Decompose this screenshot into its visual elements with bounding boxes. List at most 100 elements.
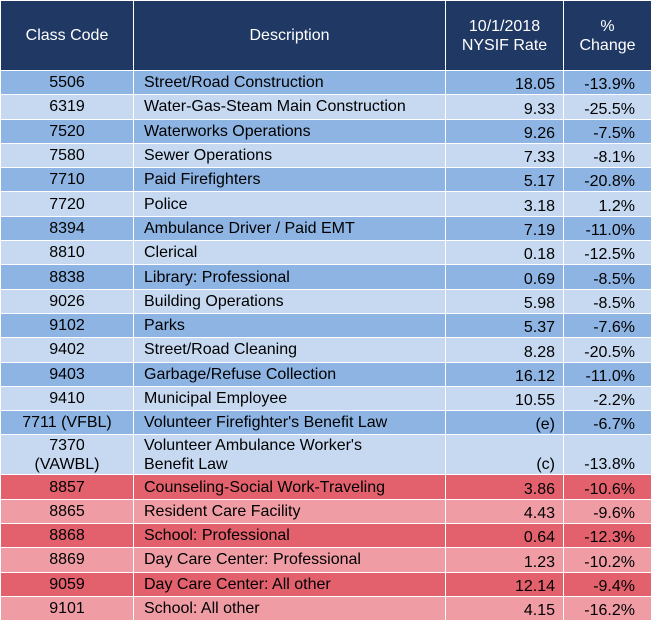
- class-code: 8394: [0, 215, 134, 242]
- percent-change: -2.2%: [563, 385, 651, 412]
- class-code: 9403: [0, 361, 134, 387]
- description: Garbage/Refuse Collection: [133, 361, 446, 387]
- description: Municipal Employee: [133, 385, 446, 412]
- class-code: 7711 (VFBL): [0, 410, 134, 436]
- table-row: 9026 Building Operations 5.98 -8.5%: [0, 288, 651, 314]
- rate: 16.12: [445, 361, 564, 387]
- table-row: 8868 School: Professional 0.64 -12.3%: [0, 523, 651, 549]
- percent-change: -7.5%: [563, 118, 651, 144]
- rate: 7.19: [445, 215, 564, 242]
- table-row: 7520 Waterworks Operations 9.26 -7.5%: [0, 118, 651, 144]
- table-row: 7720 Police 3.18 1.2%: [0, 191, 651, 217]
- table-row: 8857 Counseling-Social Work-Traveling 3.86…: [0, 474, 651, 500]
- column-header: Description: [133, 0, 446, 71]
- description: Library: Professional: [133, 264, 446, 290]
- rate: 0.18: [445, 240, 564, 266]
- description: Volunteer Ambulance Worker's Benefit Law: [133, 434, 446, 476]
- table-row: 8394 Ambulance Driver / Paid EMT 7.19 -11.0…: [0, 215, 651, 242]
- description: Ambulance Driver / Paid EMT: [133, 215, 446, 242]
- class-code: 7520: [0, 118, 134, 144]
- description: Counseling-Social Work-Traveling: [133, 474, 446, 500]
- rate: (e): [445, 410, 564, 436]
- rate: 5.37: [445, 312, 564, 339]
- description: Parks: [133, 312, 446, 339]
- class-code: 9059: [0, 571, 134, 597]
- percent-change: -10.2%: [563, 547, 651, 573]
- class-code: 7720: [0, 191, 134, 217]
- rate: 4.43: [445, 498, 564, 525]
- percent-change: -8.5%: [563, 264, 651, 290]
- description: Waterworks Operations: [133, 118, 446, 144]
- description: Police: [133, 191, 446, 217]
- class-code: 9410: [0, 385, 134, 412]
- table-row: 9410 Municipal Employee 10.55 -2.2%: [0, 385, 651, 412]
- percent-change: -10.6%: [563, 474, 651, 500]
- percent-change: -16.2%: [563, 595, 651, 622]
- percent-change: -13.9%: [563, 69, 651, 96]
- percent-change: -12.3%: [563, 523, 651, 549]
- description: School: All other: [133, 595, 446, 622]
- rate: 18.05: [445, 69, 564, 96]
- percent-change: -20.8%: [563, 167, 651, 193]
- description: Clerical: [133, 240, 446, 266]
- class-code: 9102: [0, 312, 134, 339]
- rate: (c): [445, 434, 564, 476]
- description: School: Professional: [133, 523, 446, 549]
- table-row: 9059 Day Care Center: All other 12.14 -9.4%: [0, 571, 651, 597]
- class-code: 8869: [0, 547, 134, 573]
- table-row: 8810 Clerical 0.18 -12.5%: [0, 240, 651, 266]
- rate: 9.33: [445, 94, 564, 120]
- rate: 12.14: [445, 571, 564, 597]
- description: Sewer Operations: [133, 142, 446, 169]
- table-row: 5506 Street/Road Construction 18.05 -13.9%: [0, 69, 651, 96]
- description: Building Operations: [133, 288, 446, 314]
- description: Street/Road Construction: [133, 69, 446, 96]
- table-row: 8838 Library: Professional 0.69 -8.5%: [0, 264, 651, 290]
- class-code: 9101: [0, 595, 134, 622]
- percent-change: 1.2%: [563, 191, 651, 217]
- description: Day Care Center: Professional: [133, 547, 446, 573]
- rate: 8.28: [445, 337, 564, 363]
- rate: 10.55: [445, 385, 564, 412]
- class-code: 8857: [0, 474, 134, 500]
- rate: 5.98: [445, 288, 564, 314]
- class-code: 8865: [0, 498, 134, 525]
- table-row: 7711 (VFBL) Volunteer Firefighter's Benef…: [0, 410, 651, 436]
- rate: 3.86: [445, 474, 564, 500]
- percent-change: -12.5%: [563, 240, 651, 266]
- table-row: 9101 School: All other 4.15 -16.2%: [0, 595, 651, 622]
- class-code: 7580: [0, 142, 134, 169]
- class-code: 8868: [0, 523, 134, 549]
- rate: 0.69: [445, 264, 564, 290]
- table-row: 8865 Resident Care Facility 4.43 -9.6%: [0, 498, 651, 525]
- class-code: 8810: [0, 240, 134, 266]
- percent-change: -6.7%: [563, 410, 651, 436]
- table-row: 9102 Parks 5.37 -7.6%: [0, 312, 651, 339]
- percent-change: -9.4%: [563, 571, 651, 597]
- table-row: 8869 Day Care Center: Professional 1.23 -10…: [0, 547, 651, 573]
- class-code: 6319: [0, 94, 134, 120]
- percent-change: -7.6%: [563, 312, 651, 339]
- percent-change: -8.1%: [563, 142, 651, 169]
- rate: 9.26: [445, 118, 564, 144]
- percent-change: -9.6%: [563, 498, 651, 525]
- table-row: 9403 Garbage/Refuse Collection 16.12 -11.0%: [0, 361, 651, 387]
- rate: 7.33: [445, 142, 564, 169]
- percent-change: -11.0%: [563, 215, 651, 242]
- rate: 0.64: [445, 523, 564, 549]
- description: Resident Care Facility: [133, 498, 446, 525]
- rate: 5.17: [445, 167, 564, 193]
- table-row: 9402 Street/Road Cleaning 8.28 -20.5%: [0, 337, 651, 363]
- class-code: 7710: [0, 167, 134, 193]
- column-header: 10/1/2018 NYSIF Rate: [445, 0, 564, 71]
- description: Street/Road Cleaning: [133, 337, 446, 363]
- table-row: 7370 (VAWBL) Volunteer Ambulance Worker's…: [0, 434, 651, 476]
- description: Day Care Center: All other: [133, 571, 446, 597]
- column-header: Class Code: [0, 0, 134, 71]
- percent-change: -25.5%: [563, 94, 651, 120]
- percent-change: -20.5%: [563, 337, 651, 363]
- percent-change: -8.5%: [563, 288, 651, 314]
- class-code: 7370 (VAWBL): [0, 434, 134, 476]
